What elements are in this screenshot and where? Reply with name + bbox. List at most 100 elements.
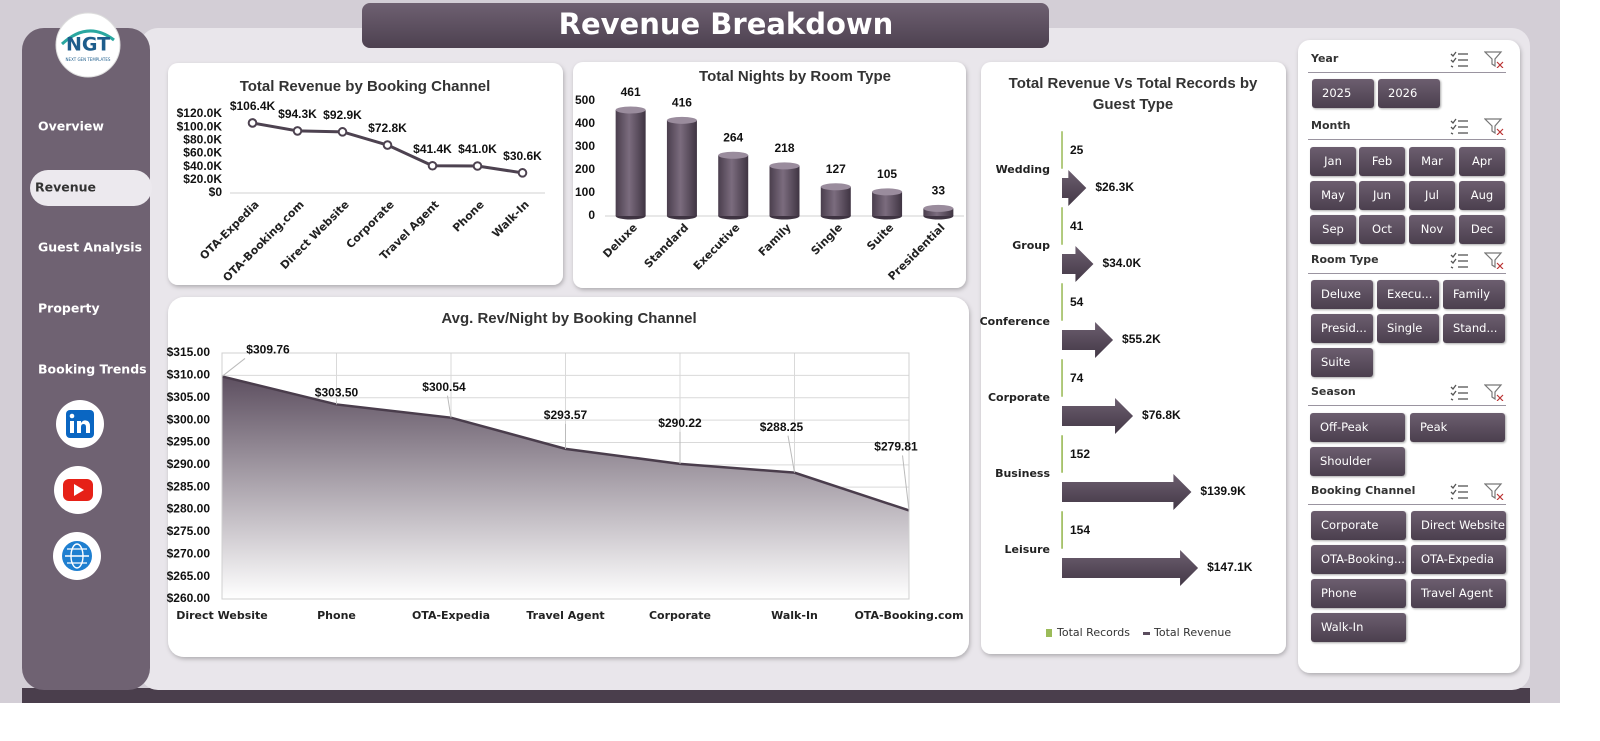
data-label: 264 (723, 130, 743, 144)
slicer-button[interactable]: Phone (1311, 579, 1406, 608)
social-web[interactable] (53, 532, 101, 580)
slicer-button[interactable]: Nov (1409, 215, 1455, 244)
data-label: $76.8K (1142, 408, 1181, 422)
data-label: 218 (774, 141, 794, 155)
chart-title: Total Revenue Vs Total Records by Guest … (1008, 75, 1258, 113)
multi-select-icon[interactable] (1449, 251, 1469, 269)
slicer-button[interactable]: May (1310, 181, 1356, 210)
bar-cap (615, 106, 646, 114)
slicer-button[interactable]: Single (1377, 314, 1439, 343)
bar-cap (820, 183, 851, 191)
slicer-button[interactable]: Sep (1310, 215, 1356, 244)
data-label: $288.25 (760, 420, 804, 434)
y-tick-label: Corporate (988, 391, 1050, 404)
social-linkedin[interactable] (56, 400, 104, 448)
data-label: $26.3K (1095, 180, 1134, 194)
y-tick-label: Business (995, 467, 1050, 480)
marker (517, 168, 528, 178)
icon-part (1484, 252, 1503, 269)
multi-select-icon[interactable] (1449, 383, 1469, 401)
slicer-button[interactable]: Direct Website (1411, 511, 1506, 540)
slicer-button[interactable]: Execu... (1377, 280, 1439, 309)
clear-filter-icon[interactable] (1484, 117, 1504, 135)
bar (1062, 398, 1134, 434)
social-youtube[interactable] (54, 466, 102, 514)
y-tick-label: $20.0K (183, 172, 222, 186)
slicer-button[interactable]: Suite (1311, 348, 1373, 377)
slicer-button[interactable]: Family (1443, 280, 1505, 309)
logo-tagline: NEXT GEN TEMPLATES (66, 57, 111, 62)
clear-filter-icon[interactable] (1484, 50, 1504, 68)
page-title: Revenue Breakdown (559, 7, 894, 41)
nav-item[interactable]: Overview (38, 119, 104, 134)
data-label: 127 (826, 162, 846, 176)
y-tick-label: $290.00 (167, 457, 211, 471)
data-label: $293.57 (544, 408, 588, 422)
slicer-button[interactable]: Jul (1409, 181, 1455, 210)
clear-filter-icon[interactable] (1484, 383, 1504, 401)
slicer-header: Room Type (1308, 251, 1506, 274)
multi-select-icon[interactable] (1449, 117, 1469, 135)
y-tick-label: $310.00 (167, 368, 211, 382)
data-label: $55.2K (1122, 332, 1161, 346)
y-tick-label: $260.00 (167, 591, 211, 605)
data-label: $41.0K (458, 142, 497, 156)
nav-item[interactable]: Property (38, 301, 100, 316)
slicer-button[interactable]: Oct (1359, 215, 1405, 244)
leader-line (902, 455, 910, 511)
bar (615, 109, 646, 216)
x-tick-label: OTA-Expedia (412, 609, 490, 622)
slicer-button[interactable]: OTA-Booking.... (1311, 545, 1406, 574)
data-label: $92.9K (323, 108, 362, 122)
bar (1062, 170, 1087, 206)
slicer-button[interactable]: Mar (1409, 147, 1455, 176)
area (222, 376, 909, 599)
slicer-title: Season (1311, 385, 1356, 398)
multi-select-icon[interactable] (1449, 482, 1469, 500)
slicer-button[interactable]: Jan (1310, 147, 1356, 176)
y-tick-label: $295.00 (167, 435, 211, 449)
slicer-button[interactable]: Apr (1459, 147, 1505, 176)
icon-glyph (77, 420, 90, 433)
slicer-button[interactable]: Dec (1459, 215, 1505, 244)
slicer-button[interactable]: Feb (1359, 147, 1405, 176)
y-tick-label: 200 (575, 162, 595, 176)
slicer-button[interactable]: Corporate (1311, 511, 1406, 540)
y-tick-label: $315.00 (167, 345, 211, 359)
slicer-button[interactable]: Travel Agent (1411, 579, 1506, 608)
marker (292, 126, 303, 136)
icon-part (1496, 493, 1504, 500)
y-tick-label: $300.00 (167, 412, 211, 426)
slicer-button[interactable]: Deluxe (1311, 280, 1373, 309)
clear-filter-icon[interactable] (1484, 251, 1504, 269)
slicer-button[interactable]: OTA-Expedia (1411, 545, 1506, 574)
nav-active-pill (30, 170, 152, 206)
slicer-button[interactable]: Stand... (1443, 314, 1505, 343)
nav-item[interactable]: Guest Analysis (38, 240, 142, 255)
data-label: $147.1K (1207, 560, 1253, 574)
slicer-button[interactable]: Jun (1359, 181, 1405, 210)
multi-select-icon[interactable] (1449, 50, 1469, 68)
marker (427, 160, 438, 171)
bar (872, 191, 903, 216)
slicer-button[interactable]: Peak (1410, 413, 1505, 442)
clear-filter-icon[interactable] (1484, 482, 1504, 500)
slicer-button[interactable]: Aug (1459, 181, 1505, 210)
slicer-button[interactable]: Presid... (1311, 314, 1373, 343)
slicer-button[interactable]: Shoulder (1310, 447, 1405, 476)
slicer-button[interactable]: Off-Peak (1310, 413, 1405, 442)
logo-circle (55, 12, 121, 78)
nav-item[interactable]: Revenue (35, 180, 96, 195)
slicer-title: Booking Channel (1311, 484, 1416, 497)
icon-part (1496, 128, 1504, 135)
nav-item[interactable]: Booking Trends (38, 362, 147, 377)
bar (666, 120, 697, 216)
slicer-button[interactable]: Walk-In (1311, 613, 1406, 642)
data-label: 54 (1070, 295, 1084, 309)
legend-label: Total Revenue (1154, 626, 1232, 639)
slicer-title: Year (1311, 52, 1339, 65)
icon-part (1484, 118, 1503, 135)
logo-swoosh (60, 29, 115, 46)
slicer-button[interactable]: 2025 (1312, 79, 1374, 108)
slicer-button[interactable]: 2026 (1378, 79, 1440, 108)
